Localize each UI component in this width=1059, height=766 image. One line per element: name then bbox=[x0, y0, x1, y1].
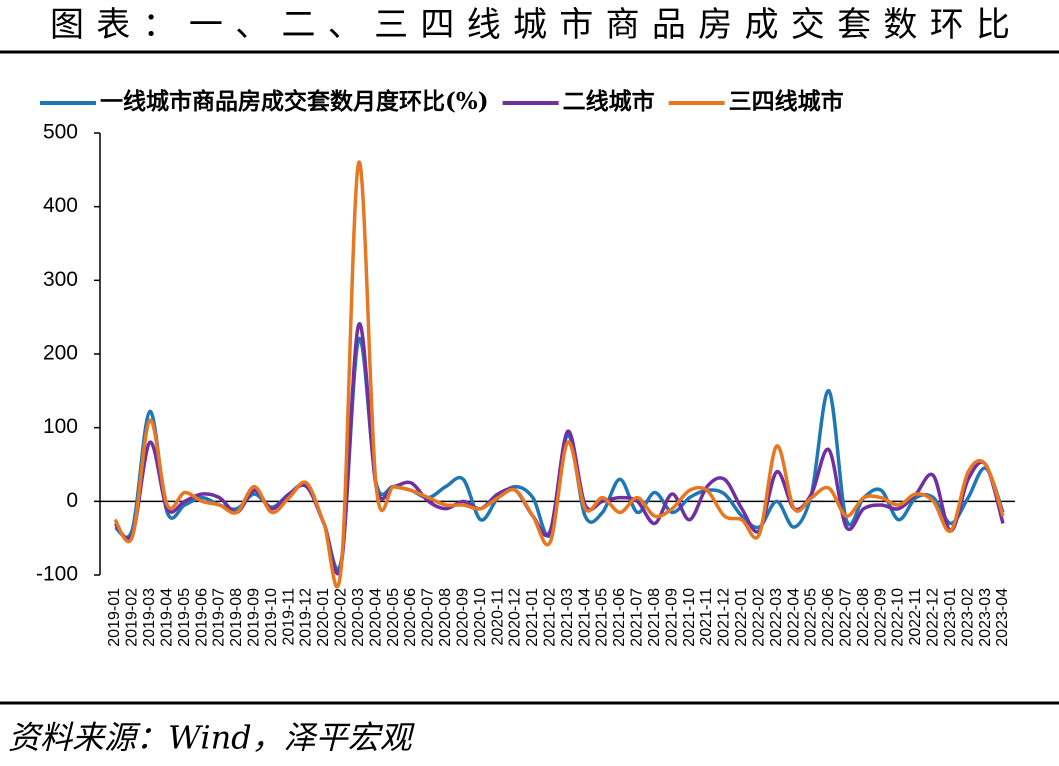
series-line bbox=[113, 322, 1005, 576]
x-tick-label: 2019-04 bbox=[158, 588, 175, 647]
x-tick-label: 2020-08 bbox=[437, 588, 454, 647]
series-line bbox=[113, 336, 1005, 572]
x-tick-label: 2019-12 bbox=[298, 588, 315, 647]
x-tick-label: 2021-02 bbox=[542, 588, 559, 647]
y-tick-label: 100 bbox=[43, 415, 78, 438]
x-tick-label: 2019-08 bbox=[228, 588, 245, 647]
x-tick-label: 2022-03 bbox=[768, 588, 785, 647]
y-tick-label: -100 bbox=[36, 563, 78, 586]
x-tick-label: 2023-03 bbox=[977, 588, 994, 647]
x-tick-label: 2020-03 bbox=[350, 588, 367, 647]
x-tick-label: 2022-05 bbox=[803, 588, 820, 647]
x-tick-label: 2019-06 bbox=[193, 588, 210, 647]
x-tick-label: 2021-04 bbox=[576, 588, 593, 647]
x-tick-label: 2022-02 bbox=[750, 588, 767, 647]
legend-label: 三四线城市 bbox=[729, 88, 844, 115]
x-tick-label: 2020-12 bbox=[507, 588, 524, 647]
x-tick-label: 2022-04 bbox=[785, 588, 802, 647]
x-tick-label: 2020-10 bbox=[472, 588, 489, 647]
series-line bbox=[113, 160, 1005, 589]
x-tick-label: 2019-05 bbox=[176, 588, 193, 647]
y-tick-label: 500 bbox=[43, 121, 78, 144]
x-tick-label: 2022-06 bbox=[820, 588, 837, 647]
x-tick-label: 2022-01 bbox=[733, 588, 750, 647]
y-tick-label: 0 bbox=[66, 489, 78, 512]
x-tick-label: 2019-09 bbox=[246, 588, 263, 647]
x-tick-label: 2021-12 bbox=[716, 588, 733, 647]
x-tick-label: 2022-11 bbox=[907, 588, 924, 646]
x-tick-label: 2021-10 bbox=[681, 588, 698, 647]
x-tick-label: 2022-12 bbox=[925, 588, 942, 647]
x-tick-label: 2019-10 bbox=[263, 588, 280, 647]
x-tick-label: 2020-02 bbox=[333, 588, 350, 647]
x-tick-label: 2019-07 bbox=[211, 588, 228, 647]
x-tick-label: 2022-09 bbox=[872, 588, 889, 647]
y-tick-label: 300 bbox=[43, 268, 78, 291]
x-tick-label: 2020-06 bbox=[402, 588, 419, 647]
x-tick-label: 2020-11 bbox=[489, 588, 506, 646]
x-tick-label: 2022-08 bbox=[855, 588, 872, 647]
x-tick-label: 2023-04 bbox=[994, 588, 1011, 647]
x-tick-label: 2021-09 bbox=[663, 588, 680, 647]
x-tick-label: 2019-02 bbox=[124, 588, 141, 647]
x-tick-label: 2021-11 bbox=[698, 588, 715, 646]
x-tick-label: 2021-07 bbox=[629, 588, 646, 647]
legend-label: 一线城市商品房成交套数月度环比(%) bbox=[100, 88, 489, 115]
y-tick-label: 200 bbox=[43, 342, 78, 365]
x-tick-label: 2022-07 bbox=[838, 588, 855, 647]
y-tick-label: 400 bbox=[43, 194, 78, 217]
x-tick-label: 2021-01 bbox=[524, 588, 541, 647]
x-tick-label: 2021-03 bbox=[559, 588, 576, 647]
x-tick-label: 2021-06 bbox=[611, 588, 628, 647]
x-tick-label: 2019-03 bbox=[141, 588, 158, 647]
x-tick-label: 2019-01 bbox=[106, 588, 123, 647]
x-tick-label: 2019-11 bbox=[280, 588, 297, 646]
x-tick-label: 2020-05 bbox=[385, 588, 402, 647]
x-tick-label: 2023-02 bbox=[959, 588, 976, 647]
x-tick-label: 2020-01 bbox=[315, 588, 332, 647]
chart-title: 图表：一、二、三四线城市商品房成交套数环比 bbox=[50, 5, 1010, 45]
x-tick-label: 2023-01 bbox=[942, 588, 959, 647]
x-tick-label: 2021-08 bbox=[646, 588, 663, 647]
x-tick-label: 2021-05 bbox=[594, 588, 611, 647]
source: 资料来源：Wind，泽平宏观 bbox=[8, 719, 416, 757]
x-tick-label: 2020-09 bbox=[454, 588, 471, 647]
x-tick-label: 2020-07 bbox=[420, 588, 437, 647]
x-tick-label: 2020-04 bbox=[367, 588, 384, 647]
legend-label: 二线城市 bbox=[563, 88, 655, 115]
x-tick-label: 2022-10 bbox=[890, 588, 907, 647]
